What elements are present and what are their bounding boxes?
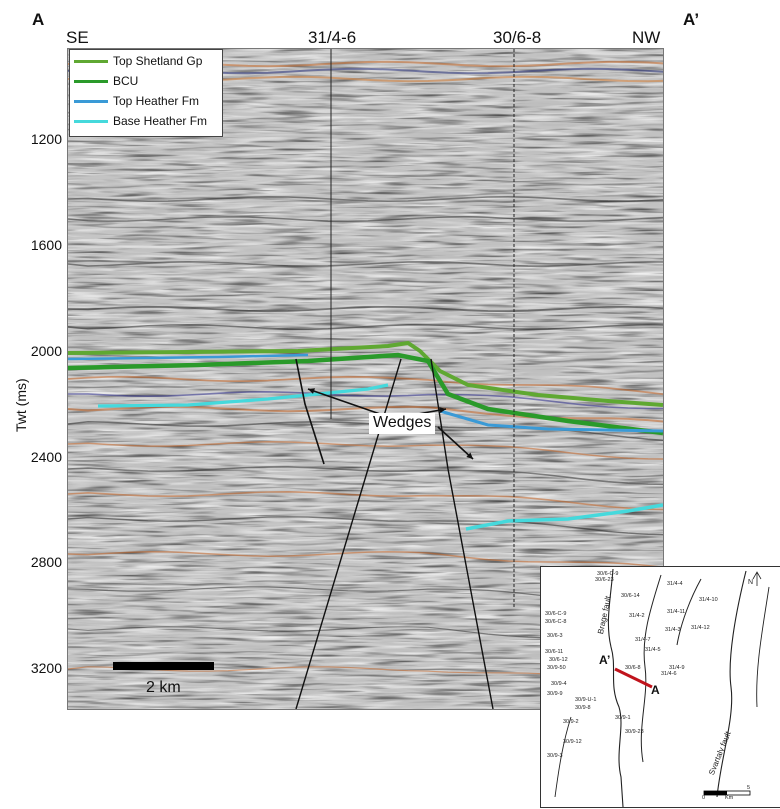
brage-fault-line <box>607 568 624 807</box>
seismic-reflector <box>68 441 663 460</box>
section-start-label: A <box>32 10 45 29</box>
wedges-label: Wedges <box>369 413 436 434</box>
inset-well-label: 30/9-12 <box>563 739 582 745</box>
inset-scale-unit: Km <box>725 795 734 801</box>
inset-well-label: 30/9-1 <box>615 715 631 721</box>
inset-well-label: 31/4-9 <box>669 665 685 671</box>
scale-bar <box>113 662 214 670</box>
wedge-arrow <box>307 388 381 415</box>
north-arrow-label: N <box>748 579 754 586</box>
inset-well-label: 31/4-3 <box>665 627 681 633</box>
legend-label: Top Shetland Gp <box>113 54 203 68</box>
inset-well-label: 30/9-4 <box>551 681 567 687</box>
legend-item: BCU <box>70 74 138 88</box>
inset-well-label: 30/6-3 <box>547 633 563 639</box>
section-line <box>614 667 653 689</box>
svartalv-fault-line <box>716 570 747 798</box>
legend-label: BCU <box>113 74 139 88</box>
inset-well-label: 30/6-11 <box>545 649 564 655</box>
y-tick-label: 2000 <box>30 343 62 359</box>
well-label-1: 31/4-6 <box>308 28 357 47</box>
inset-well-label: 30/9-U-1 <box>575 697 597 703</box>
scale-bar-label: 2 km <box>146 679 181 696</box>
inset-well-label: 31/4-6 <box>661 671 677 677</box>
y-axis-title: Twt (ms) <box>13 378 29 432</box>
inset-well-label: 30/6-C-8 <box>545 619 567 625</box>
legend-swatch <box>74 59 108 63</box>
inset-well-label: 31/4-4 <box>667 581 683 587</box>
seismic-reflector <box>68 390 663 410</box>
horizon-base-heather <box>97 383 389 408</box>
inset-well-label: 30/6-8 <box>625 665 641 671</box>
inset-well-label: 30/6-C-9 <box>597 571 619 577</box>
horizon-legend: Top Shetland Gp BCU Top Heather Fm Base Hea… <box>69 49 223 137</box>
seismic-reflector <box>68 324 663 330</box>
location-map-drawing <box>554 568 770 807</box>
inset-well-label: 30/6-C-9 <box>545 611 567 617</box>
inset-well-label: 31/4-10 <box>699 597 718 603</box>
legend-swatch <box>74 79 108 83</box>
legend-swatch <box>74 99 108 103</box>
y-tick-label: 2800 <box>30 554 62 570</box>
inset-scale-0: 0 <box>702 795 706 801</box>
wedge-arrowhead <box>439 407 446 414</box>
inset-a-prime-label: A’ <box>599 653 611 667</box>
seismic-reflector <box>68 195 663 203</box>
horizon-top-heather <box>439 409 663 433</box>
inset-well-label: 30/9-2 <box>563 719 579 725</box>
inset-well-label: 31/4-2 <box>629 613 645 619</box>
seismic-reflector <box>68 216 663 222</box>
inset-well-label: 30/9-3 <box>547 753 563 759</box>
well-label-2: 30/6-8 <box>493 28 542 47</box>
inset-well-label: 31/4-12 <box>691 625 710 631</box>
seismic-reflector <box>68 490 663 511</box>
y-tick-label: 1600 <box>30 237 62 253</box>
legend-item: Base Heather Fm <box>70 114 207 128</box>
legend-item: Top Heather Fm <box>70 94 199 108</box>
horizon-bcu <box>68 352 663 436</box>
fault-line <box>295 358 325 465</box>
inset-well-label: 31/4-11 <box>667 609 686 615</box>
inset-well-label: 30/6-12 <box>549 657 568 663</box>
horizon-base-heather <box>465 503 663 531</box>
section-end-label: A’ <box>683 10 700 29</box>
inset-a-label: A <box>651 683 660 697</box>
direction-se-label: SE <box>66 28 89 47</box>
seismic-reflector <box>68 305 663 313</box>
inset-well-label: 30/9-8 <box>575 705 591 711</box>
legend-label: Top Heather Fm <box>113 94 200 108</box>
y-tick-label: 3200 <box>30 660 62 676</box>
inset-well-label: 30/9-50 <box>547 665 566 671</box>
horizon-top-shetland <box>68 340 663 407</box>
inset-well-label: 30/9-9 <box>547 691 563 697</box>
wedge-arrowhead <box>308 388 315 394</box>
wedge-arrow <box>437 426 474 460</box>
inset-well-label: 30/6-14 <box>621 593 640 599</box>
inset-scale-5: 5 <box>747 785 751 791</box>
legend-item: Top Shetland Gp <box>70 54 202 68</box>
seismic-reflector <box>68 375 663 396</box>
direction-nw-label: NW <box>632 28 661 47</box>
y-tick-label: 2400 <box>30 449 62 465</box>
fault-line <box>295 358 402 709</box>
location-map: A’ A N Brage fault Svartalv fault 0 Km 5… <box>540 566 780 808</box>
inset-well-label: 30/6-23 <box>595 577 614 583</box>
horizon-top-heather <box>68 353 309 361</box>
seismic-reflector <box>68 260 663 268</box>
y-tick-label: 1200 <box>30 131 62 147</box>
inset-well-label: 31/4-5 <box>645 647 661 653</box>
fault-line <box>430 358 494 709</box>
legend-swatch <box>74 119 108 123</box>
inset-well-label: 31/4-7 <box>635 637 651 643</box>
seismic-reflector <box>68 516 663 536</box>
wedge-arrowhead <box>466 452 473 459</box>
legend-label: Base Heather Fm <box>113 114 208 128</box>
seismic-reflector <box>68 551 663 569</box>
inset-well-label: 30/9-23 <box>625 729 644 735</box>
